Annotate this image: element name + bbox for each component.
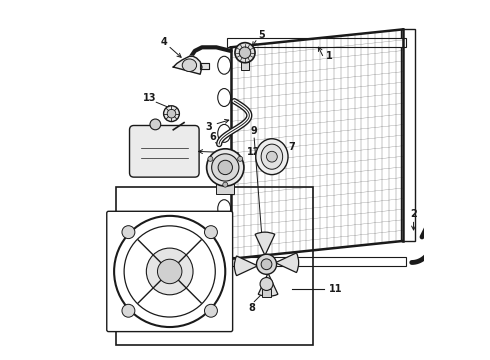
Ellipse shape [218,125,231,142]
Circle shape [238,156,243,161]
Circle shape [204,304,218,317]
Text: 9: 9 [250,126,257,135]
Bar [242,62,248,70]
Circle shape [239,47,251,58]
Ellipse shape [218,160,231,178]
Circle shape [204,226,218,239]
Text: 11: 11 [329,284,343,294]
Text: 3: 3 [206,122,213,132]
Ellipse shape [182,59,196,72]
Circle shape [208,156,213,161]
Circle shape [218,160,232,175]
Text: 13: 13 [143,93,157,103]
Text: 6: 6 [209,132,216,142]
Ellipse shape [261,144,283,169]
Ellipse shape [218,89,231,107]
Circle shape [164,106,179,122]
Text: 1: 1 [326,51,333,61]
Circle shape [157,259,182,284]
Wedge shape [234,256,258,276]
Text: 5: 5 [258,30,265,40]
Bar [227,39,406,47]
Bar [227,257,406,266]
Circle shape [207,149,244,186]
Polygon shape [173,56,202,74]
Circle shape [256,254,276,274]
Bar [116,187,313,345]
Circle shape [223,182,228,187]
Wedge shape [258,273,278,296]
Polygon shape [200,63,209,69]
Ellipse shape [218,200,231,218]
Circle shape [147,248,193,295]
Wedge shape [275,253,299,273]
Text: 10: 10 [129,284,143,294]
Text: 8: 8 [249,303,256,313]
Circle shape [267,151,277,162]
Circle shape [261,259,272,270]
Wedge shape [255,232,275,256]
Bar [401,30,416,241]
Text: 7: 7 [288,142,295,152]
Circle shape [167,109,176,118]
Bar [216,184,234,194]
Ellipse shape [256,139,288,175]
Circle shape [122,304,135,317]
Circle shape [212,154,239,181]
Ellipse shape [218,225,231,243]
Circle shape [124,226,215,317]
Circle shape [150,119,161,130]
FancyBboxPatch shape [129,126,199,177]
Text: 2: 2 [410,209,417,219]
Ellipse shape [218,56,231,74]
Bar [262,289,271,297]
Circle shape [235,42,255,63]
Circle shape [260,278,273,291]
Circle shape [122,226,135,239]
Circle shape [114,216,225,327]
FancyBboxPatch shape [107,211,233,332]
Text: 4: 4 [161,37,168,47]
Text: 12: 12 [247,147,260,157]
